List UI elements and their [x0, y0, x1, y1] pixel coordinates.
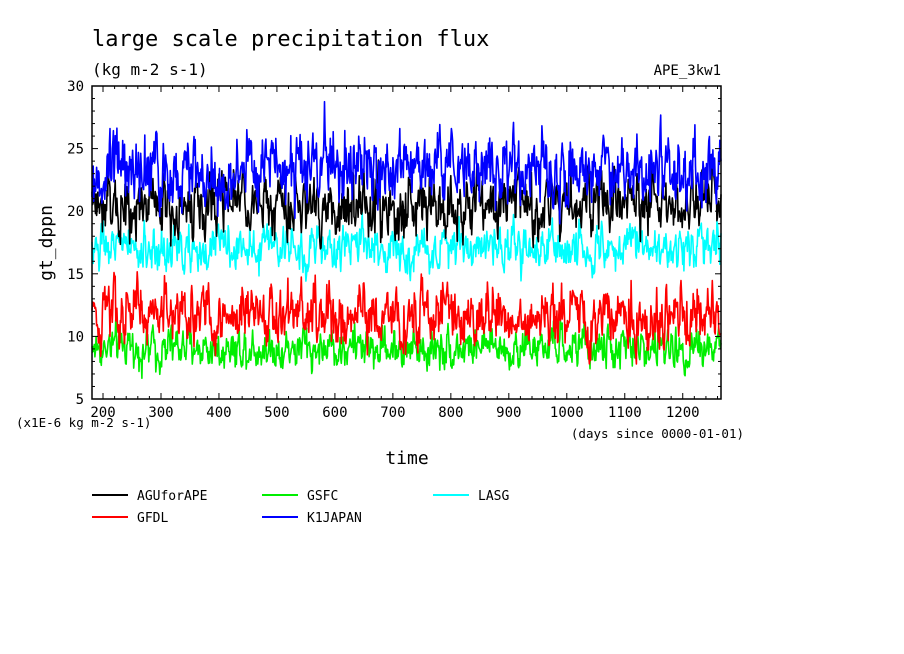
x-tick-label: 1100 — [608, 405, 642, 421]
experiment-label: APE_3kw1 — [654, 63, 721, 79]
x-tick-label: 900 — [496, 405, 521, 421]
legend-label-aguforape: AGUforAPE — [137, 489, 207, 504]
y-tick-label: 5 — [76, 392, 84, 408]
x-tick-label: 300 — [148, 405, 173, 421]
y-axis-label: gt_dppn — [36, 205, 57, 281]
y-tick-label: 30 — [67, 79, 84, 95]
x-tick-label: 1000 — [550, 405, 584, 421]
x-tick-label: 500 — [264, 405, 289, 421]
series-line-lasg — [91, 211, 722, 282]
x-tick-label: 700 — [380, 405, 405, 421]
x-tick-label: 1200 — [666, 405, 700, 421]
series-line-gfdl — [91, 270, 722, 365]
x-tick-label: 800 — [438, 405, 463, 421]
chart-units: (kg m-2 s-1) — [92, 60, 208, 79]
x-axis-label: time — [385, 448, 428, 469]
chart-title: large scale precipitation flux — [92, 27, 489, 52]
legend-label-gsfc: GSFC — [307, 489, 338, 504]
y-scale-note: (x1E-6 kg m-2 s-1) — [16, 415, 151, 430]
x-units-note: (days since 0000-01-01) — [571, 426, 744, 441]
x-tick-label: 400 — [206, 405, 231, 421]
y-tick-label: 25 — [67, 142, 84, 158]
y-tick-label: 10 — [67, 329, 84, 345]
y-tick-label: 15 — [67, 267, 84, 283]
series-line-aguforape — [91, 159, 722, 250]
legend-label-k1japan: K1JAPAN — [307, 511, 362, 526]
y-tick-label: 20 — [67, 204, 84, 220]
legend-label-gfdl: GFDL — [137, 511, 168, 526]
y-axis: 5 10 15 20 25 30 — [67, 79, 721, 408]
x-tick-label: 200 — [90, 405, 115, 421]
x-tick-label: 600 — [322, 405, 347, 421]
x-axis: 200 300 400 500 600 700 800 900 1000 1100 1200 — [90, 86, 719, 421]
legend: AGUforAPE GFDL GSFC K1JAPAN LASG — [92, 489, 509, 526]
series-layer — [91, 100, 722, 380]
series-line-k1japan — [91, 100, 722, 225]
legend-label-lasg: LASG — [478, 489, 509, 504]
plot-frame — [91, 85, 722, 400]
